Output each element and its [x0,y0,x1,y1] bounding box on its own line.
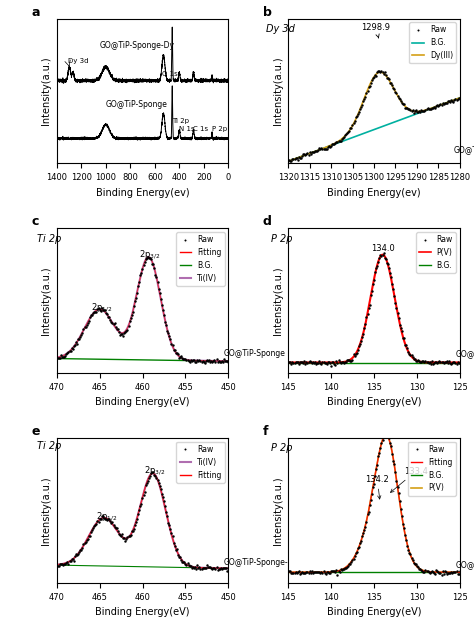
Text: 2p$_{3/2}$: 2p$_{3/2}$ [144,465,165,477]
X-axis label: Binding Energy(eV): Binding Energy(eV) [327,397,421,407]
Text: GO@TiP-Sponge-Dy: GO@TiP-Sponge-Dy [456,561,474,570]
Text: GO@TiP-Sponge-Dy: GO@TiP-Sponge-Dy [453,146,474,156]
Text: P 2p: P 2p [271,443,292,453]
Text: 1298.9: 1298.9 [361,24,390,38]
X-axis label: Binding Energy(ev): Binding Energy(ev) [327,187,421,198]
Text: c: c [31,216,38,229]
Text: Ti 2p: Ti 2p [172,118,189,123]
Y-axis label: Intensity(a.u.): Intensity(a.u.) [273,476,283,545]
Y-axis label: Intensity(a.u.): Intensity(a.u.) [273,267,283,335]
Text: b: b [263,6,272,19]
X-axis label: Binding Energy(eV): Binding Energy(eV) [327,607,421,617]
Text: 2p$_{1/2}$: 2p$_{1/2}$ [96,510,117,523]
Text: Ti 2p: Ti 2p [37,234,61,244]
Legend: Raw, P(V), B.G.: Raw, P(V), B.G. [416,232,456,273]
Text: Dy 3d: Dy 3d [68,58,89,64]
Text: GO@TiP-Sponge-Dy: GO@TiP-Sponge-Dy [224,558,299,567]
Text: C 1s: C 1s [193,126,209,132]
Text: e: e [31,425,40,438]
Text: GO@TiP-Sponge: GO@TiP-Sponge [106,100,168,108]
Text: 134.2: 134.2 [365,474,389,499]
Y-axis label: Intensity(a.u.): Intensity(a.u.) [273,56,283,125]
Legend: Raw, B.G., Dy(III): Raw, B.G., Dy(III) [409,22,456,63]
Text: 133.4: 133.4 [391,467,428,492]
X-axis label: Binding Energy(eV): Binding Energy(eV) [95,607,190,617]
Y-axis label: Intensity(a.u.): Intensity(a.u.) [41,56,51,125]
Legend: Raw, Fitting, B.G., P(V): Raw, Fitting, B.G., P(V) [408,442,456,495]
Text: Ti 2p: Ti 2p [37,441,61,451]
Y-axis label: Intensity(a.u.): Intensity(a.u.) [41,267,51,335]
X-axis label: Binding Energy(eV): Binding Energy(eV) [95,397,190,407]
Text: GO@TiP-Sponge: GO@TiP-Sponge [224,349,286,358]
X-axis label: Binding Energy(ev): Binding Energy(ev) [96,187,190,198]
Text: O 1s: O 1s [162,71,178,78]
Legend: Raw, Ti(IV), Fitting: Raw, Ti(IV), Fitting [176,442,225,483]
Text: d: d [263,216,272,229]
Text: GO@TiP-Sponge: GO@TiP-Sponge [456,350,474,359]
Text: P 2p: P 2p [271,234,292,244]
Text: N 1s: N 1s [179,126,195,132]
Text: 134.0: 134.0 [371,244,394,253]
Text: 2p$_{1/2}$: 2p$_{1/2}$ [91,301,112,314]
Text: P 2p: P 2p [212,126,227,132]
Y-axis label: Intensity(a.u.): Intensity(a.u.) [41,476,51,545]
Legend: Raw, Fitting, B.G., Ti(IV): Raw, Fitting, B.G., Ti(IV) [176,232,225,286]
Text: f: f [263,425,268,438]
Text: GO@TiP-Sponge-Dy: GO@TiP-Sponge-Dy [100,40,175,50]
Text: Dy 3d: Dy 3d [266,24,295,35]
Text: 2p$_{3/2}$: 2p$_{3/2}$ [139,249,160,261]
Text: a: a [31,6,40,19]
